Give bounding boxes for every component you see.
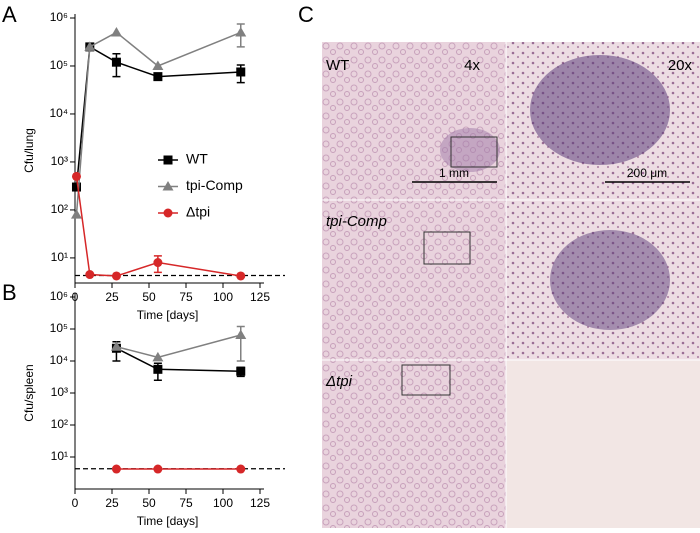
x-tick-label: 0 [72, 496, 79, 510]
marker [84, 41, 96, 51]
marker [152, 351, 164, 362]
y-tick-label: 10⁵ [50, 321, 68, 335]
micrograph [322, 360, 506, 528]
marker [235, 26, 247, 37]
zoom-box [401, 364, 451, 396]
y-axis-title: Cfu/lung [22, 128, 36, 173]
marker [236, 366, 246, 376]
magnification: 4x [464, 57, 480, 74]
x-tick-label: 25 [105, 290, 119, 304]
y-tick-label: 10¹ [51, 250, 68, 264]
y-tick-label: 10² [51, 417, 68, 431]
micrograph [322, 200, 506, 360]
marker [153, 258, 163, 268]
x-tick-label: 125 [250, 496, 270, 510]
legend-label: WT [186, 151, 208, 167]
magnification: 20x [668, 57, 693, 74]
scale-label: 200 μm [627, 166, 667, 180]
micrograph [506, 360, 700, 528]
marker [153, 364, 163, 374]
y-tick-label: 10² [51, 202, 68, 216]
row-label: WT [326, 57, 349, 74]
scale-label: 1 mm [439, 166, 469, 180]
y-tick-label: 10¹ [51, 449, 68, 463]
x-tick-label: 75 [179, 496, 193, 510]
x-tick-label: 100 [213, 290, 233, 304]
lesion [440, 128, 500, 172]
marker [236, 271, 246, 281]
x-tick-label: 25 [105, 496, 119, 510]
marker [70, 209, 82, 219]
marker [235, 329, 247, 339]
marker [236, 67, 246, 77]
marker [111, 464, 121, 474]
x-axis-title: Time [days] [137, 514, 199, 528]
y-tick-label: 10⁶ [50, 10, 68, 24]
marker [110, 341, 122, 351]
y-tick-label: 10³ [51, 154, 68, 168]
marker [111, 57, 121, 67]
marker [236, 464, 246, 474]
y-tick-label: 10⁴ [49, 353, 68, 367]
series-line [116, 334, 241, 359]
micrograph [322, 42, 506, 200]
row-label: Δtpi [325, 373, 353, 390]
marker [85, 270, 95, 280]
x-tick-label: 100 [213, 496, 233, 510]
row-label: tpi-Comp [326, 213, 387, 230]
lesion [530, 55, 670, 165]
marker [152, 60, 164, 70]
marker [163, 208, 173, 218]
y-tick-label: 10⁵ [50, 58, 68, 72]
y-tick-label: 10⁶ [50, 289, 68, 303]
zoom-box [423, 231, 471, 265]
panel-label: B [2, 280, 17, 305]
x-tick-label: 50 [142, 496, 156, 510]
y-tick-label: 10³ [51, 385, 68, 399]
marker [111, 271, 121, 281]
x-tick-label: 125 [250, 290, 270, 304]
marker [153, 464, 163, 474]
marker [163, 155, 173, 165]
panel-label: C [298, 2, 314, 27]
y-tick-label: 10⁴ [49, 106, 68, 120]
y-axis-title: Cfu/spleen [22, 364, 36, 421]
zoom-box [450, 136, 498, 168]
marker [71, 171, 81, 181]
legend-label: tpi-Comp [186, 177, 243, 193]
marker [162, 181, 174, 191]
marker [153, 72, 163, 82]
marker [71, 182, 81, 192]
legend-label: Δtpi [186, 204, 210, 220]
x-axis-title: Time [days] [137, 308, 199, 322]
x-tick-label: 75 [179, 290, 193, 304]
x-tick-label: 50 [142, 290, 156, 304]
panel-c-images [322, 42, 700, 528]
marker [110, 26, 122, 37]
lesion [550, 230, 670, 330]
panel-label: A [2, 2, 17, 27]
